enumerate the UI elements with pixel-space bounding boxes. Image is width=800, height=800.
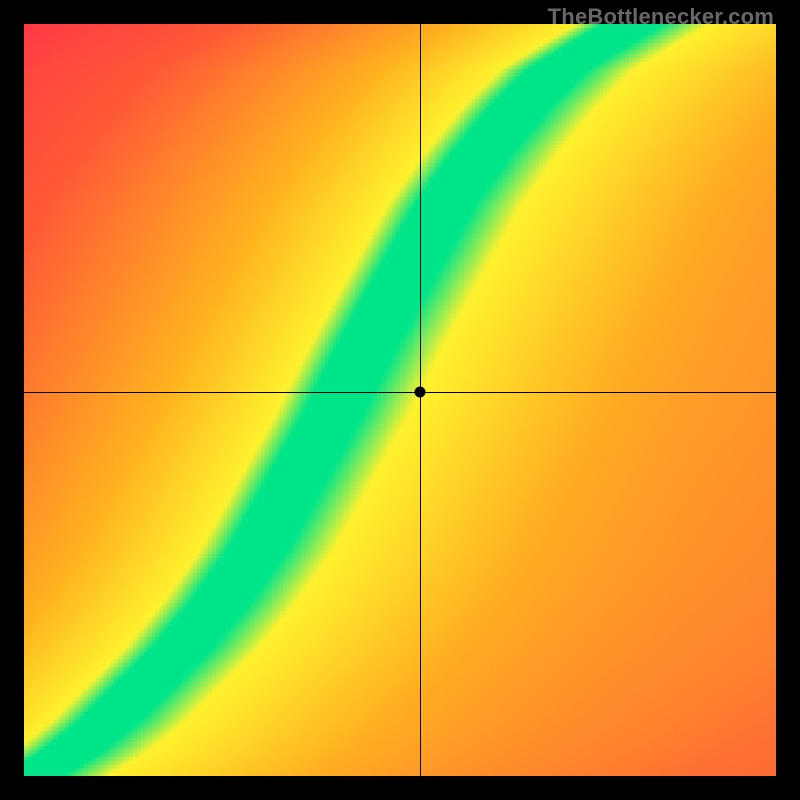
chart-root: { "watermark": { "text": "TheBottlenecke…	[0, 0, 800, 800]
marker-dot	[415, 387, 426, 398]
plot-area	[24, 24, 776, 776]
crosshair-vertical	[420, 24, 421, 776]
crosshair-horizontal	[24, 392, 776, 393]
heatmap-canvas	[24, 24, 776, 776]
